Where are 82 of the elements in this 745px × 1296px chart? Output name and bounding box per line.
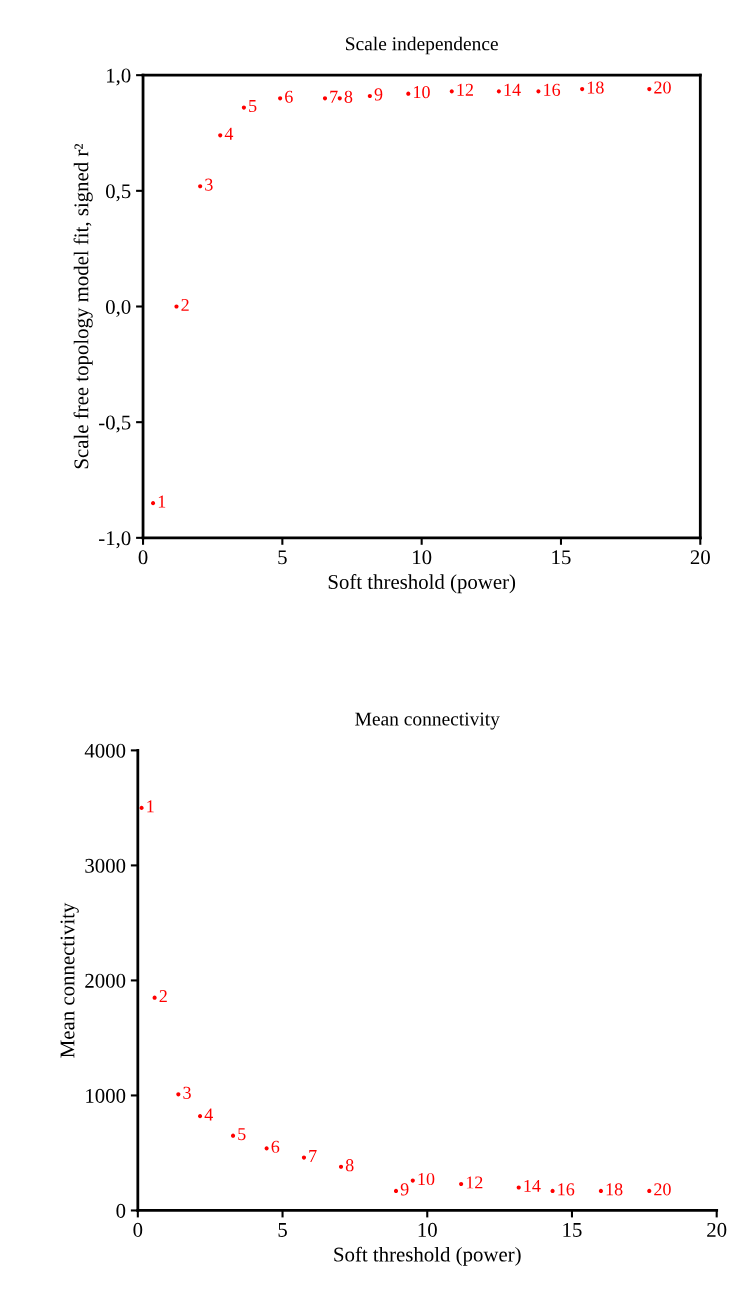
y-tick-label: 2000 <box>85 973 126 988</box>
point <box>139 805 144 810</box>
point <box>301 1155 307 1160</box>
x-axis-title: Soft threshold (power) <box>334 1246 521 1266</box>
annotation: 9 <box>400 1183 409 1196</box>
y-tick-label: -1,0 <box>99 531 131 549</box>
point <box>176 1092 181 1097</box>
chart-title: Scale independence <box>346 36 498 55</box>
x-tick-label: 20 <box>690 550 710 565</box>
annotation: 3 <box>205 178 213 191</box>
point <box>174 304 179 309</box>
point <box>278 96 283 101</box>
annotation: 5 <box>249 100 257 113</box>
x-tick-label: 15 <box>563 1222 582 1237</box>
y-axis-title: Mean connectivity <box>60 902 79 1058</box>
annotation: 1 <box>147 800 154 813</box>
annotation: 6 <box>285 90 293 103</box>
x-tick-label: 5 <box>278 1223 287 1237</box>
y-axis-title: Scale free topology model fit, signed r² <box>73 143 93 469</box>
y-tick-label: 0 <box>116 1203 126 1218</box>
x-axis-title: Soft threshold (power) <box>328 574 516 594</box>
annotation: 2 <box>181 298 189 311</box>
x-tick-label: 10 <box>413 550 432 565</box>
annotation: 6 <box>271 1140 280 1153</box>
y-tick-label: 1000 <box>86 1088 126 1103</box>
point <box>218 133 223 138</box>
annotation: 14 <box>504 83 521 96</box>
point <box>230 1133 236 1138</box>
chart-title: Mean connectivity <box>355 712 500 730</box>
y-tick-label: -0,5 <box>99 415 131 433</box>
annotation: 10 <box>418 1172 435 1186</box>
point <box>550 1188 555 1193</box>
y-tick-label: 1,0 <box>107 68 131 86</box>
point <box>197 1114 203 1119</box>
annotation: 14 <box>524 1179 541 1192</box>
x-tick-label: 0 <box>133 1222 143 1237</box>
x-tick-label: 15 <box>552 550 571 565</box>
point <box>598 1188 603 1193</box>
annotation: 18 <box>587 81 604 94</box>
x-tick-label: 5 <box>278 550 287 565</box>
annotation: 12 <box>466 1176 483 1189</box>
y-tick-label: 0,0 <box>105 299 131 317</box>
point <box>150 501 156 506</box>
annotation: 4 <box>224 127 234 140</box>
annotation: 7 <box>309 1150 317 1162</box>
annotation: 3 <box>183 1086 191 1099</box>
annotation: 10 <box>414 86 430 99</box>
y-tick-label: 3000 <box>85 858 126 873</box>
y-tick-label: 4000 <box>84 743 126 758</box>
annotation: 7 <box>330 90 338 103</box>
point <box>410 1178 415 1183</box>
annotation: 8 <box>344 90 353 103</box>
annotation: 16 <box>558 1183 575 1196</box>
point <box>406 91 411 96</box>
x-tick-label: 0 <box>138 550 148 565</box>
x-tick-label: 20 <box>707 1222 727 1237</box>
annotation: 18 <box>606 1183 623 1196</box>
point <box>459 1181 464 1187</box>
annotation: 20 <box>654 81 671 94</box>
point <box>647 1188 652 1193</box>
point <box>338 1164 344 1169</box>
annotation: 12 <box>457 83 473 96</box>
annotation: 5 <box>238 1128 246 1141</box>
point <box>449 89 454 94</box>
point <box>367 93 372 99</box>
point <box>647 86 652 92</box>
annotation: 20 <box>654 1183 671 1196</box>
annotation: 2 <box>159 990 167 1003</box>
x-tick-label: 10 <box>418 1222 437 1237</box>
point <box>198 184 203 189</box>
annotation: 1 <box>158 495 166 508</box>
point <box>264 1146 269 1151</box>
point <box>580 86 585 92</box>
point <box>241 105 246 110</box>
annotation: 8 <box>345 1159 354 1172</box>
point <box>322 96 328 101</box>
y-tick-label: 0,5 <box>105 184 131 202</box>
point <box>393 1188 399 1193</box>
annotation: 9 <box>374 88 383 101</box>
point <box>496 89 501 94</box>
annotation: 16 <box>544 83 561 96</box>
annotation: 4 <box>204 1108 213 1121</box>
